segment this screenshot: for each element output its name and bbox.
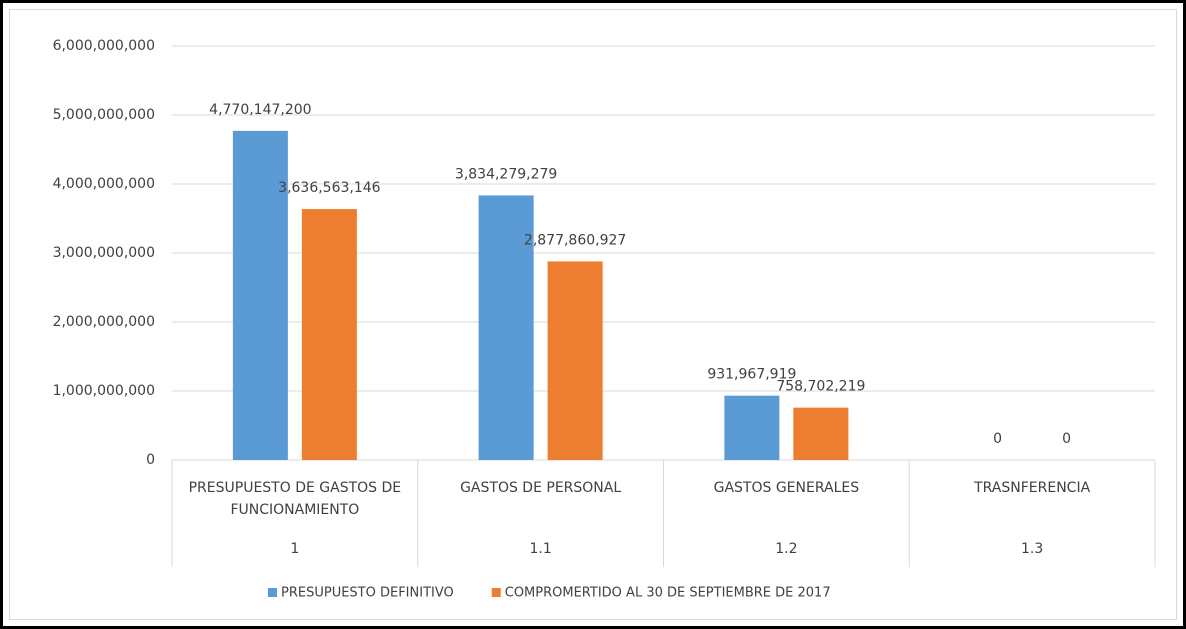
legend-swatch <box>491 588 501 597</box>
y-tick-label: 2,000,000,000 <box>53 314 155 330</box>
value-label: 758,702,219 <box>776 379 865 395</box>
x-tick-label: GASTOS GENERALES <box>714 480 860 496</box>
value-label: 0 <box>1062 431 1071 447</box>
legend-swatch <box>268 588 277 597</box>
y-tick-label: 6,000,000,000 <box>53 38 155 54</box>
bar <box>724 395 780 460</box>
value-label: 2,877,860,927 <box>524 232 626 248</box>
y-tick-label: 1,000,000,000 <box>53 383 155 399</box>
y-tick-label: 0 <box>146 452 155 468</box>
x-tick-code: 1.2 <box>775 541 797 557</box>
bar <box>232 130 288 460</box>
bar <box>793 407 849 460</box>
x-tick-label: PRESUPUESTO DE GASTOS DE FUNCIONAMIENTO <box>189 480 402 518</box>
value-label: 0 <box>993 431 1002 447</box>
bar <box>547 261 603 460</box>
legend-label: PRESUPUESTO DEFINITIVO <box>281 586 454 601</box>
legend-label: COMPROMERTIDO AL 30 DE SEPTIEMBRE DE 201… <box>505 586 831 601</box>
x-tick-code: 1.1 <box>529 541 551 557</box>
x-tick-code: 1.3 <box>1021 541 1043 557</box>
x-tick-code: 1 <box>290 541 299 557</box>
value-label: 931,967,919 <box>707 367 796 383</box>
x-tick-label: GASTOS DE PERSONAL <box>460 480 621 496</box>
x-tick-label: TRASNFERENCIA <box>973 480 1090 496</box>
value-label: 4,770,147,200 <box>209 102 311 118</box>
bar <box>478 195 534 460</box>
value-label: 3,636,563,146 <box>278 180 381 196</box>
y-tick-label: 5,000,000,000 <box>53 107 155 123</box>
y-tick-label: 3,000,000,000 <box>53 245 155 261</box>
value-label: 3,834,279,279 <box>455 166 557 182</box>
y-tick-label: 4,000,000,000 <box>53 176 155 192</box>
chart-border <box>9 9 1177 620</box>
bar <box>301 209 357 460</box>
